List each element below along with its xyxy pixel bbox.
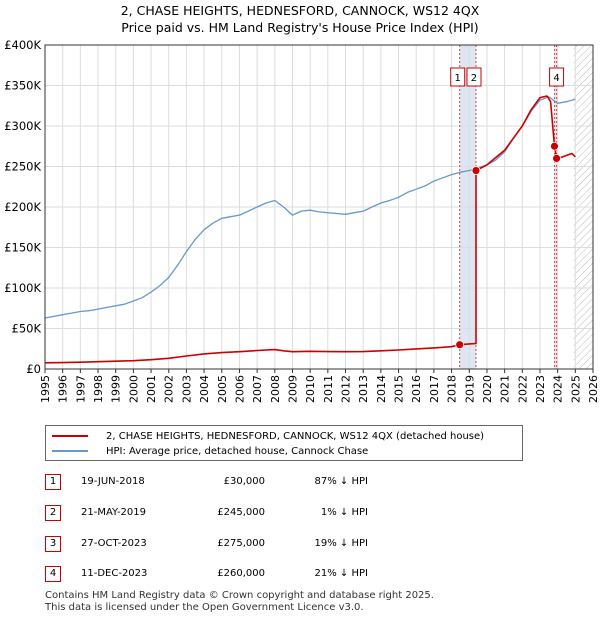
x-tick-label: 2009	[286, 375, 299, 403]
transaction-date: 27-OCT-2023	[81, 538, 147, 549]
y-tick-label: £250K	[4, 160, 41, 174]
transaction-hpi: 21% ↓ HPI	[314, 568, 368, 579]
y-tick-label: £200K	[4, 200, 41, 214]
transaction-date: 11-DEC-2023	[81, 568, 148, 579]
x-tick-label: 2002	[163, 375, 176, 403]
y-tick-label: £350K	[4, 79, 41, 93]
transaction-marker	[550, 141, 559, 151]
transaction-date: 21-MAY-2019	[81, 507, 147, 518]
transaction-price: £30,000	[223, 476, 265, 487]
legend-item-property: 2, CHASE HEIGHTS, HEDNESFORD, CANNOCK, W…	[52, 429, 484, 443]
legend-label-property: 2, CHASE HEIGHTS, HEDNESFORD, CANNOCK, W…	[106, 430, 485, 442]
footer-copyright: Contains HM Land Registry data © Crown c…	[45, 590, 434, 601]
transaction-label-text: 1	[455, 73, 461, 84]
legend-label-hpi: HPI: Average price, detached house, Cann…	[106, 445, 369, 457]
x-tick-label: 2008	[269, 375, 282, 403]
y-tick-label: £300K	[4, 119, 41, 133]
x-tick-label: 2007	[251, 375, 264, 403]
transaction-price: £260,000	[217, 568, 265, 579]
chart-title: 2, CHASE HEIGHTS, HEDNESFORD, CANNOCK, W…	[120, 3, 480, 18]
x-tick-label: 1995	[39, 375, 52, 403]
x-tick-label: 1996	[57, 375, 70, 403]
x-tick-label: 2015	[393, 375, 406, 403]
transaction-price: £275,000	[217, 538, 265, 549]
x-tick-label: 2025	[569, 375, 582, 403]
x-tick-label: 2026	[587, 375, 600, 403]
x-tick-label: 2022	[516, 375, 529, 403]
y-tick-label: £0	[26, 362, 41, 376]
property-line	[44, 95, 576, 364]
transaction-number: 1	[45, 474, 61, 490]
transaction-label-frame	[466, 67, 482, 87]
x-tick-label: 2023	[534, 375, 547, 403]
x-tick-label: 2024	[552, 375, 565, 403]
legend: 2, CHASE HEIGHTS, HEDNESFORD, CANNOCK, W…	[45, 425, 523, 461]
transaction-number: 2	[45, 505, 61, 521]
transaction-marker	[471, 166, 481, 175]
footer: Contains HM Land Registry data © Crown c…	[45, 590, 434, 614]
transaction-hpi: 19% ↓ HPI	[314, 538, 368, 549]
x-tick-label: 2016	[410, 375, 423, 403]
transaction-label-text: 2	[471, 73, 477, 84]
transaction-label-frame	[549, 67, 565, 87]
transaction-hpi: 1% ↓ HPI	[320, 507, 368, 518]
transaction-label-frame	[450, 67, 466, 87]
legend-swatch-hpi	[52, 450, 88, 452]
x-tick-label: 2019	[463, 375, 476, 403]
transaction-label-text: 4	[553, 73, 559, 84]
y-tick-label: £150K	[4, 241, 41, 255]
transaction-marker	[455, 340, 465, 350]
x-tick-label: 2013	[357, 375, 370, 403]
y-tick-label: £100K	[4, 281, 41, 295]
transaction-label-box: 2	[466, 67, 482, 87]
x-tick-label: 2020	[481, 375, 494, 403]
x-tick-label: 2003	[180, 375, 193, 403]
transaction-marker	[552, 153, 561, 163]
x-tick-label: 2011	[322, 375, 335, 403]
x-tick-label: 2000	[127, 375, 140, 403]
transaction-price: £245,000	[217, 507, 265, 518]
x-tick-label: 1998	[92, 375, 105, 403]
x-tick-label: 2004	[198, 375, 211, 403]
transaction-label-box: 1	[450, 67, 466, 87]
transaction-label-box: 4	[549, 67, 565, 87]
x-tick-label: 2006	[233, 375, 246, 403]
transaction-number: 4	[45, 566, 61, 582]
transaction-date: 19-JUN-2018	[81, 476, 145, 487]
x-tick-label: 1997	[74, 375, 87, 403]
y-tick-label: £50K	[12, 322, 42, 336]
x-tick-label: 2017	[428, 375, 441, 403]
x-tick-label: 2005	[216, 375, 229, 403]
transaction-number: 3	[45, 536, 61, 552]
x-tick-label: 1999	[110, 375, 123, 403]
plot-frame	[44, 44, 594, 370]
legend-item-hpi: HPI: Average price, detached house, Cann…	[52, 444, 368, 458]
footer-license: This data is licensed under the Open Gov…	[45, 602, 364, 613]
y-tick-label: £400K	[4, 38, 41, 52]
x-tick-label: 2001	[145, 375, 158, 403]
x-tick-label: 2010	[304, 375, 317, 403]
x-tick-label: 2018	[446, 375, 459, 403]
legend-swatch-property	[52, 435, 88, 437]
x-tick-label: 2014	[375, 375, 388, 403]
transaction-hpi: 87% ↓ HPI	[314, 476, 368, 487]
x-tick-label: 2012	[340, 375, 353, 403]
x-tick-label: 2021	[499, 375, 512, 403]
chart-subtitle: Price paid vs. HM Land Registry's House …	[121, 20, 479, 35]
